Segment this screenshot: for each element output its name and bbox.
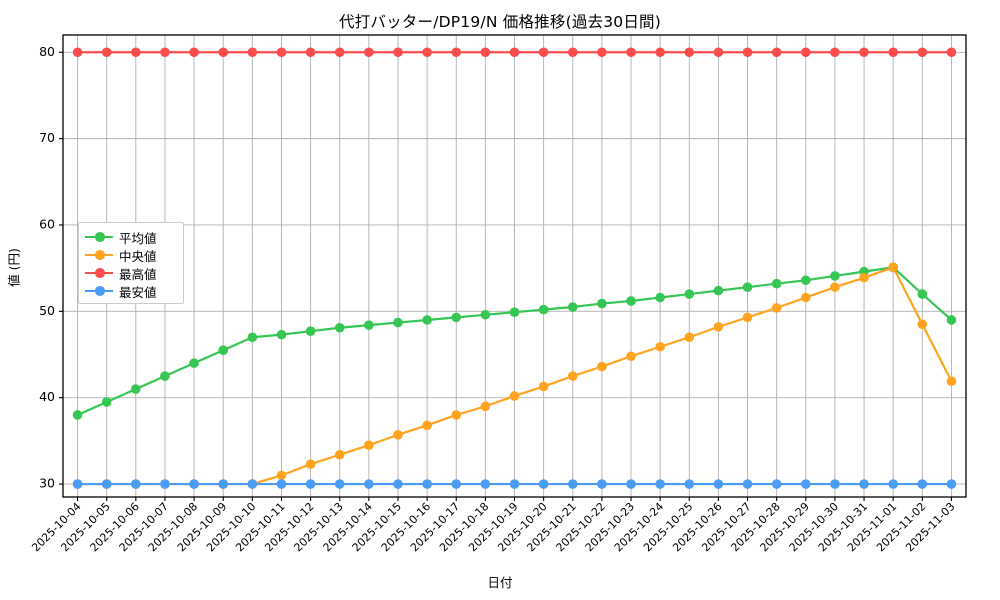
legend-label-median: 中央値 xyxy=(119,248,157,264)
svg-text:40: 40 xyxy=(39,389,55,404)
svg-text:30: 30 xyxy=(39,476,55,491)
svg-text:70: 70 xyxy=(39,130,55,145)
legend-item-median: 中央値 xyxy=(85,246,177,264)
legend-marker-median xyxy=(95,250,105,260)
data-series-group xyxy=(72,47,957,489)
chart-title: 代打バッター/DP19/N 価格推移(過去30日間) xyxy=(339,13,661,31)
y-axis-label: 値 (円) xyxy=(6,248,22,287)
svg-text:50: 50 xyxy=(39,303,55,318)
legend-swatch-max xyxy=(85,266,113,280)
plot-frame xyxy=(62,34,967,498)
y-axis-ticks: 30 40 50 60 70 80 xyxy=(39,44,63,491)
legend-marker-min xyxy=(95,286,105,296)
legend-label-max: 最高値 xyxy=(119,266,157,282)
legend-item-average: 平均値 xyxy=(85,228,177,246)
legend-item-max: 最高値 xyxy=(85,264,177,282)
x-axis-ticks: 2025-10-042025-10-052025-10-062025-10-07… xyxy=(29,497,958,554)
legend-marker-max xyxy=(95,268,105,278)
x-axis-label: 日付 xyxy=(487,575,513,590)
legend-swatch-min xyxy=(85,284,113,298)
legend-label-min: 最安値 xyxy=(119,284,157,300)
svg-text:60: 60 xyxy=(39,216,55,231)
legend-swatch-median xyxy=(85,248,113,262)
chart-legend: 平均値 中央値 最高値 最安値 xyxy=(78,222,184,304)
legend-marker-average xyxy=(95,232,105,242)
legend-item-min: 最安値 xyxy=(85,282,177,300)
svg-text:80: 80 xyxy=(39,44,55,59)
gridlines xyxy=(63,35,966,497)
legend-label-average: 平均値 xyxy=(119,230,157,246)
legend-swatch-average xyxy=(85,230,113,244)
